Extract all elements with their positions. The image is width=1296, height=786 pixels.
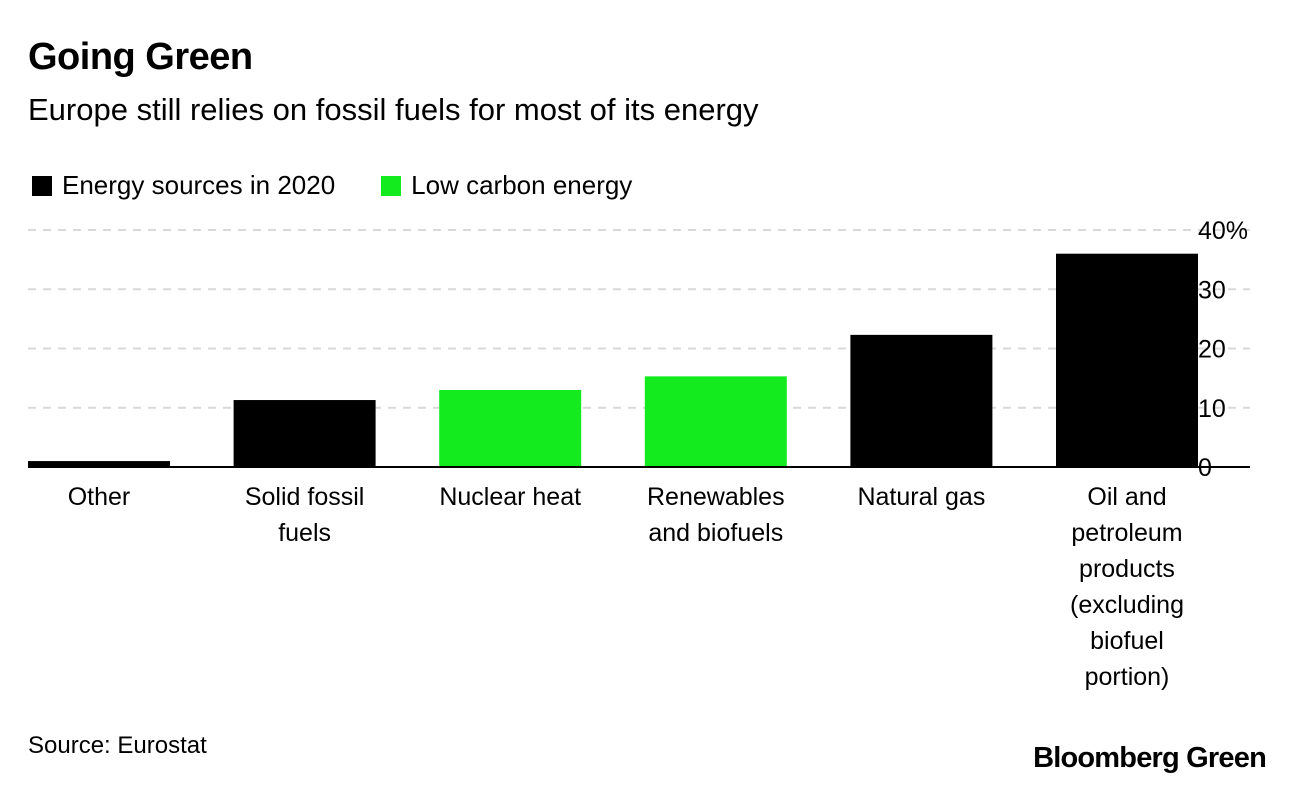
bar xyxy=(850,334,993,467)
x-tick-label-line: Oil and xyxy=(1087,483,1166,511)
x-tick-label: Oil and petroleum products (excluding biofue… xyxy=(1070,483,1184,691)
x-tick-label: Natural gas xyxy=(857,483,985,511)
bar xyxy=(1056,253,1198,467)
x-tick-label-line: Solid fossil xyxy=(245,483,365,511)
chart-subtitle: Europe still relies on fossil fuels for … xyxy=(28,92,759,127)
source-note: Source: Eurostat xyxy=(28,732,207,759)
x-tick-label: Renewables and biofuels xyxy=(647,483,785,547)
bar xyxy=(644,376,787,467)
x-tick-label-line: Nuclear heat xyxy=(439,483,581,511)
y-tick-label: 10 xyxy=(1198,395,1226,423)
y-tick-label: 30 xyxy=(1198,276,1226,304)
y-tick-label: 20 xyxy=(1198,336,1226,364)
x-tick-label: Nuclear heat xyxy=(439,483,581,511)
legend-item-energy-sources: Energy sources in 2020 xyxy=(32,170,335,201)
legend-swatch-black xyxy=(32,175,52,196)
legend-label: Low carbon energy xyxy=(411,170,633,200)
x-tick-label-line: (excluding xyxy=(1070,591,1184,619)
brand-logo: Bloomberg Green xyxy=(1033,742,1267,774)
x-tick-label: Other xyxy=(68,483,131,511)
legend: Energy sources in 2020 Low carbon energy xyxy=(32,170,678,201)
bar xyxy=(233,400,376,467)
x-tick-label-line: petroleum xyxy=(1071,519,1182,547)
x-tick-label-line: and biofuels xyxy=(648,519,783,547)
legend-label: Energy sources in 2020 xyxy=(62,170,336,200)
bar xyxy=(439,389,582,467)
x-tick-label: Solid fossil fuels xyxy=(245,483,365,547)
chart-title: Going Green xyxy=(28,36,253,78)
legend-item-low-carbon: Low carbon energy xyxy=(381,170,632,201)
x-tick-label-line: fuels xyxy=(278,519,331,547)
y-tick-label: 40% xyxy=(1198,217,1248,245)
x-tick-label-line: products xyxy=(1079,555,1175,583)
x-tick-label-line: portion) xyxy=(1085,663,1170,691)
x-tick-label-line: Natural gas xyxy=(857,483,985,511)
x-tick-label-line: Other xyxy=(68,483,131,511)
bar xyxy=(28,461,170,467)
x-tick-label-line: Renewables xyxy=(647,483,785,511)
x-tick-label-line: biofuel xyxy=(1090,627,1164,655)
legend-swatch-green xyxy=(381,175,402,196)
